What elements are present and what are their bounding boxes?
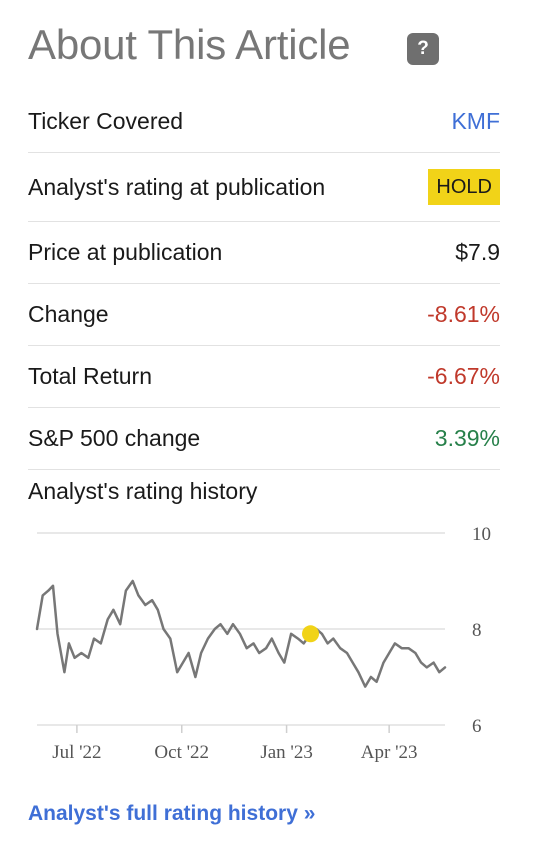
rating-badge: HOLD [428,169,500,205]
x-tick-label: Jan '23 [260,742,313,763]
total-return-row: Total Return -6.67% [28,346,500,408]
x-tick-label: Oct '22 [154,742,209,763]
change-label: Change [28,301,109,327]
article-header: About This Article ? [28,18,500,74]
change-value: -8.61% [427,301,500,327]
price-series-line [35,579,447,688]
y-tick-label: 8 [472,620,482,641]
ticker-label: Ticker Covered [28,108,184,134]
full-rating-history-link[interactable]: Analyst's full rating history » [28,802,316,825]
rating-history-title: Analyst's rating history [28,478,258,504]
price-row: Price at publication $7.9 [28,222,500,284]
price-value: $7.9 [455,239,500,265]
page-title: About This Article [28,21,351,68]
sp500-row: S&P 500 change 3.39% [28,408,500,470]
sp500-value: 3.39% [434,425,500,451]
help-icon[interactable]: ? [407,33,439,65]
total-return-value: -6.67% [427,363,500,389]
ticker-row: Ticker Covered KMF [28,91,500,153]
price-label: Price at publication [28,239,223,265]
x-tick-label: Apr '23 [361,742,418,763]
rating-history-chart: Jul '22 Oct '22 Jan '23 Apr '23 10 8 6 [35,524,491,763]
x-tick-label: Jul '22 [52,742,101,763]
sp500-label: S&P 500 change [28,425,201,451]
rating-row: Analyst's rating at publication HOLD [28,153,500,222]
change-row: Change -8.61% [28,284,500,346]
total-return-label: Total Return [28,363,153,389]
article-info-table: Ticker Covered KMF Analyst's rating at p… [28,91,500,470]
rating-label: Analyst's rating at publication [28,173,326,200]
y-tick-label: 10 [472,524,491,545]
ticker-link[interactable]: KMF [451,108,500,134]
rating-marker [302,625,320,643]
y-tick-label: 6 [472,716,482,737]
